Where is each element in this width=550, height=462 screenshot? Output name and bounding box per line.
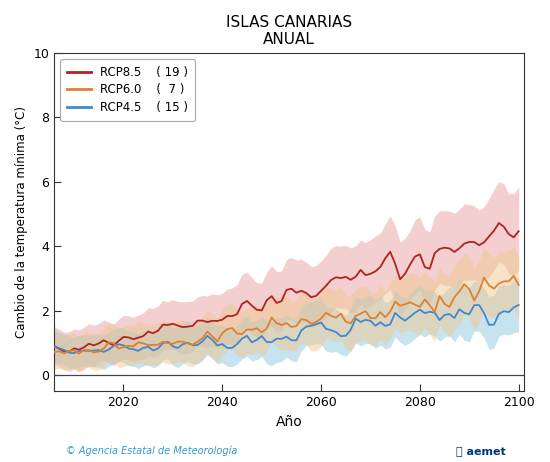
Text: Ⓝ aemet: Ⓝ aemet <box>456 447 506 457</box>
Legend: RCP8.5    ( 19 ), RCP6.0    (  7 ), RCP4.5    ( 15 ): RCP8.5 ( 19 ), RCP6.0 ( 7 ), RCP4.5 ( 15… <box>60 59 195 121</box>
X-axis label: Año: Año <box>276 414 303 429</box>
Y-axis label: Cambio de la temperatura mínima (°C): Cambio de la temperatura mínima (°C) <box>15 106 28 338</box>
Text: © Agencia Estatal de Meteorología: © Agencia Estatal de Meteorología <box>66 446 238 456</box>
Title: ISLAS CANARIAS
ANUAL: ISLAS CANARIAS ANUAL <box>226 15 352 48</box>
